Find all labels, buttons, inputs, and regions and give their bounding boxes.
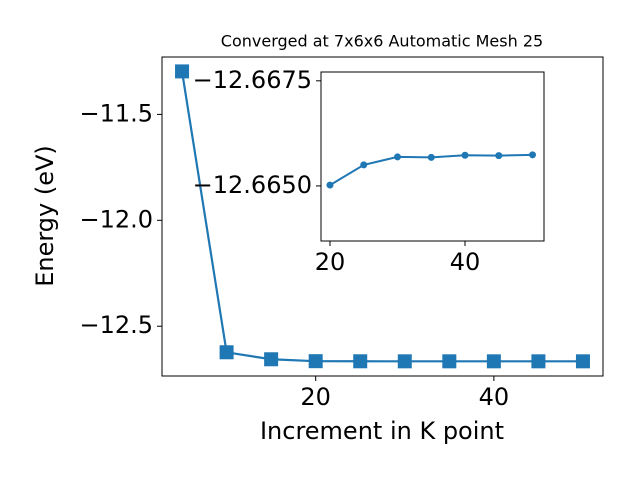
y-axis-label: Energy (eV) <box>31 145 59 287</box>
data-marker <box>393 153 401 161</box>
chart-title: Converged at 7x6x6 Automatic Mesh 25 <box>221 32 543 51</box>
x-tick-label: 40 <box>450 248 481 276</box>
y-tick-label: −11.5 <box>79 99 153 127</box>
data-marker <box>397 354 412 369</box>
y-tick-label: −12.6675 <box>193 66 312 94</box>
data-marker <box>427 153 435 161</box>
y-tick-label: −12.0 <box>79 205 153 233</box>
axes-frame <box>161 56 604 377</box>
data-marker <box>308 354 323 369</box>
x-tick-label: 20 <box>315 248 346 276</box>
data-marker <box>529 151 537 159</box>
data-marker <box>461 151 469 159</box>
x-tick-label: 20 <box>300 383 331 411</box>
data-marker <box>442 354 457 369</box>
data-marker <box>353 354 368 369</box>
data-marker <box>531 354 546 369</box>
data-marker <box>175 64 190 79</box>
x-tick-label: 40 <box>479 383 510 411</box>
y-tick-label: −12.6650 <box>193 171 312 199</box>
data-marker <box>264 352 279 367</box>
data-line <box>180 71 583 363</box>
data-marker <box>360 161 368 169</box>
data-marker <box>575 354 590 369</box>
data-marker <box>219 345 234 360</box>
x-axis-label: Increment in K point <box>260 417 504 445</box>
data-marker <box>486 354 501 369</box>
data-marker <box>326 181 334 189</box>
data-marker <box>495 152 503 160</box>
axes-frame <box>320 71 545 242</box>
y-tick-label: −12.5 <box>79 311 153 339</box>
